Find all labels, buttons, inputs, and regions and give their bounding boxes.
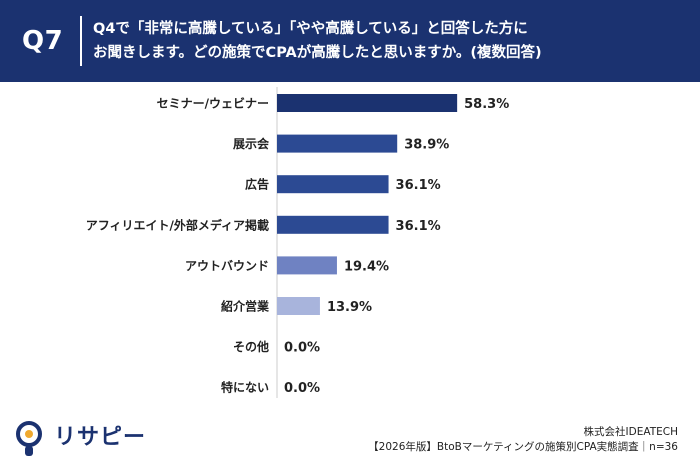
category-label: セミナー/ウェビナー [157, 96, 269, 111]
value-label: 36.1% [396, 219, 441, 234]
risapy-logo-icon [16, 421, 42, 456]
survey-source: 【2026年版】BtoBマーケティングの施策別CPA実態調査｜n=36 [368, 441, 678, 453]
bar [277, 297, 320, 315]
value-label: 13.9% [327, 300, 372, 315]
footer-meta: 株式会社IDEATECH 【2026年版】BtoBマーケティングの施策別CPA実… [368, 425, 678, 455]
header-divider [80, 16, 82, 66]
category-label: 広告 [245, 177, 269, 192]
question-text: Q4で「非常に高騰している」「やや高騰している」と回答した方に お聞きします。ど… [93, 17, 683, 65]
category-label: アフィリエイト/外部メディア掲載 [86, 217, 269, 232]
category-label: アウトバウンド [185, 259, 269, 273]
value-label: 38.9% [404, 138, 449, 153]
question-header: Q7 Q4で「非常に高騰している」「やや高騰している」と回答した方に お聞きしま… [0, 0, 700, 82]
category-label: 紹介営業 [221, 299, 270, 314]
bar [277, 256, 337, 275]
bar-chart: セミナー/ウェビナー 58.3% 展示会 38.9% 広告 36.1% アフィリエイト/外部… [0, 82, 700, 412]
value-label: 0.0% [284, 341, 320, 356]
category-label: その他 [233, 339, 269, 354]
bar [277, 175, 389, 194]
risapy-logo: リサピー [14, 418, 145, 458]
logo-text: リサピー [54, 425, 147, 450]
value-label: 36.1% [396, 178, 441, 193]
question-line-1: Q4で「非常に高騰している」「やや高騰している」と回答した方に [93, 21, 528, 37]
question-line-2: お聞きします。どの施策でCPAが高騰したと思いますか。(複数回答) [93, 45, 542, 61]
category-label: 特にない [221, 380, 269, 395]
bar [277, 94, 458, 112]
bar-chart-svg: セミナー/ウェビナー 58.3% 展示会 38.9% 広告 36.1% アフィリエイト/外部… [86, 87, 509, 398]
value-label: 0.0% [284, 381, 320, 396]
category-label: 展示会 [233, 136, 270, 151]
value-label: 19.4% [344, 259, 389, 274]
bar [277, 134, 398, 153]
company-name: 株式会社IDEATECH [583, 426, 678, 438]
bar [277, 215, 389, 234]
value-label: 58.3% [464, 97, 509, 112]
question-number: Q7 [22, 26, 64, 56]
